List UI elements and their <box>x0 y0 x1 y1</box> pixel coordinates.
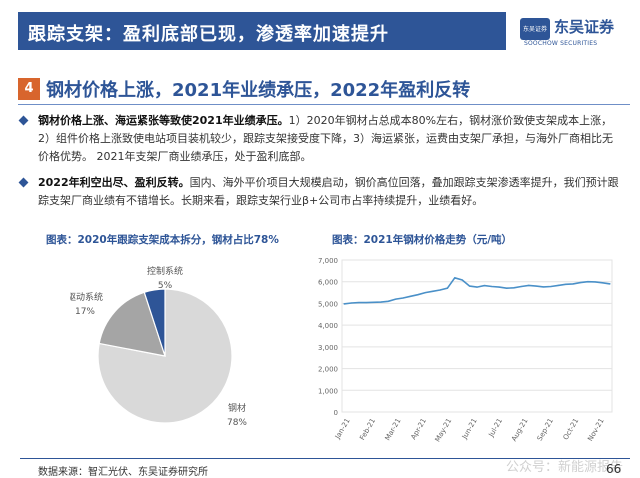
logo-mark-text: 东吴证券 <box>522 26 547 33</box>
logo-name: 东吴证券 <box>554 18 615 36</box>
company-logo: 东吴证券 东吴证券 SOOCHOW SECURITIES <box>520 16 624 50</box>
line-chart-caption: 图表：2021年钢材价格走势（元/吨） <box>332 234 513 246</box>
bullet-item-2: 2022年利空出尽、盈利反转。国内、海外平价项目大规模启动，钢价高位回落，叠加跟… <box>18 174 620 210</box>
pie-chart: 钢材 78% 驱动系统 17% 控制系统 5% <box>70 265 247 428</box>
pie-slice-1 <box>98 291 166 357</box>
pie-label-name: 控制系统 <box>147 265 183 277</box>
data-point <box>609 283 611 285</box>
data-point <box>469 285 471 287</box>
pie-label-pct: 5% <box>158 281 173 291</box>
x-tick-label: Mar-21 <box>384 417 403 442</box>
x-tick-label: Jan-21 <box>333 417 352 441</box>
y-tick-label: 2,000 <box>318 366 338 374</box>
data-point <box>395 298 397 300</box>
footer-divider <box>20 458 630 459</box>
data-point <box>446 287 449 289</box>
data-point <box>387 300 389 302</box>
x-tick-label: Nov-21 <box>586 417 605 443</box>
data-point <box>432 290 434 292</box>
bullet-item-1: 钢材价格上涨、海运紧张等致使2021年业绩承压。1）2020年钢材占总成本80%… <box>18 112 620 166</box>
y-tick-label: 6,000 <box>318 279 338 287</box>
pie-slice-2 <box>143 288 166 357</box>
bullet-body: 国内、海外平价项目大规模启动，钢价高位回落，叠加跟踪支架渗透率提升，我们预计跟踪… <box>38 176 619 207</box>
data-point <box>535 285 537 287</box>
watermark-text: 公众号：新能源报告 <box>506 460 624 475</box>
data-point <box>520 285 522 288</box>
data-point <box>417 294 419 296</box>
data-point <box>380 301 382 303</box>
data-point <box>565 283 567 285</box>
data-point <box>505 287 508 289</box>
data-point <box>542 286 545 288</box>
page-title: 跟踪支架：盈利底部已现，渗透率加速提升 <box>28 24 389 45</box>
section-divider <box>18 104 630 105</box>
bullet-text: 钢材价格上涨、海运紧张等致使2021年业绩承压。1）2020年钢材占总成本80%… <box>38 112 620 166</box>
bullet-body: 1）2020年钢材占总成本80%左右，钢材涨价致使支架成本上涨，2）组件价格上涨… <box>38 114 613 163</box>
title-bar: 跟踪支架：盈利底部已现，渗透率加速提升 <box>18 12 506 50</box>
diamond-bullet-icon <box>18 115 29 126</box>
logo-english-name: SOOCHOW SECURITIES <box>524 40 598 47</box>
logo-mark-icon: 东吴证券 <box>520 18 550 40</box>
data-point <box>587 281 589 283</box>
bullet-text: 2022年利空出尽、盈利反转。国内、海外平价项目大规模启动，钢价高位回落，叠加跟… <box>38 174 620 210</box>
data-point <box>550 285 552 288</box>
x-tick-label: Jun-21 <box>460 417 479 441</box>
x-tick-label: Jul-21 <box>487 417 504 439</box>
x-tick-label: Aug-21 <box>510 417 529 443</box>
y-tick-label: 4,000 <box>318 322 338 330</box>
bullet-lead: 2022年利空出尽、盈利反转。 <box>38 176 190 189</box>
page-number: 66 <box>606 462 622 476</box>
pie-label-pct: 78% <box>227 418 247 428</box>
data-point <box>439 289 441 291</box>
data-point <box>594 281 596 283</box>
section-title: 钢材价格上涨，2021年业绩承压，2022年盈利反转 <box>46 80 471 101</box>
data-point <box>513 287 515 289</box>
plot-frame <box>341 259 613 413</box>
y-tick-label: 3,000 <box>318 344 338 352</box>
diamond-bullet-icon <box>18 177 29 188</box>
data-point <box>343 303 345 305</box>
pie-slice-0 <box>97 288 233 424</box>
data-point <box>372 301 375 303</box>
data-point <box>454 277 456 279</box>
pie-label-name: 钢材 <box>228 402 246 414</box>
data-point <box>572 283 574 285</box>
x-tick-label: Apr-21 <box>409 417 427 441</box>
data-point <box>409 295 412 297</box>
section-number: 4 <box>18 78 40 100</box>
pie-label-name: 驱动系统 <box>70 291 103 303</box>
data-point <box>461 279 463 281</box>
data-point <box>476 286 478 288</box>
x-tick-label: Oct-21 <box>562 417 581 441</box>
data-point <box>557 284 559 287</box>
data-point <box>528 284 530 287</box>
footer-source: 数据来源：智汇光伏、东吴证券研究所 <box>38 467 208 478</box>
data-point <box>602 282 604 284</box>
data-point <box>350 302 352 304</box>
bullet-lead: 钢材价格上涨、海运紧张等致使2021年业绩承压。 <box>38 114 289 127</box>
data-point <box>483 285 485 287</box>
y-tick-label: 0 <box>334 409 338 417</box>
pie-chart-caption: 图表：2020年跟踪支架成本拆分，钢材占比78% <box>46 234 279 246</box>
data-point <box>365 301 367 304</box>
pie-label-pct: 17% <box>75 307 95 317</box>
data-point <box>402 297 404 299</box>
data-point <box>579 281 582 284</box>
data-point <box>491 285 493 288</box>
y-tick-label: 1,000 <box>318 387 338 395</box>
header: 跟踪支架：盈利底部已现，渗透率加速提升 东吴证券 东吴证券 SOOCHOW SE… <box>0 0 640 58</box>
x-tick-label: Feb-21 <box>358 417 377 442</box>
y-tick-label: 7,000 <box>318 257 338 265</box>
x-tick-label: Sep-21 <box>536 417 555 442</box>
data-point <box>358 301 360 304</box>
data-point <box>498 286 500 288</box>
line-chart: 0 1,000 2,000 3,000 4,000 5,000 6,000 7,000 Jan-… <box>318 257 613 443</box>
x-tick-label: May-21 <box>434 417 454 443</box>
data-point <box>424 291 426 294</box>
y-tick-label: 5,000 <box>318 300 338 308</box>
